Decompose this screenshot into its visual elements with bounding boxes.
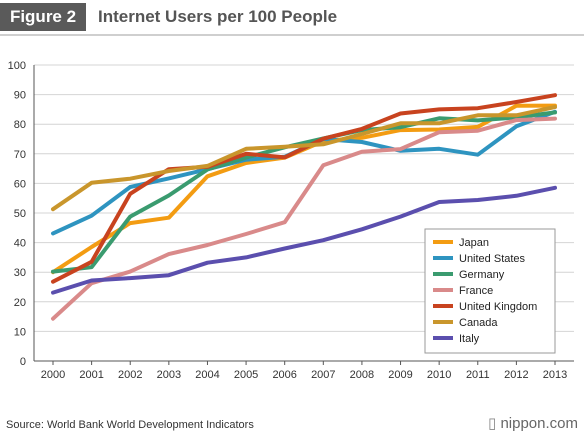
series-line-canada — [51, 105, 557, 212]
series-line-italy — [51, 185, 557, 295]
logo-text: nippon.com — [500, 415, 578, 432]
legend-entry: Italy — [459, 333, 480, 345]
x-tick-label: 2007 — [311, 369, 335, 381]
x-tick-label: 2012 — [504, 369, 528, 381]
source-note: Source: World Bank World Development Ind… — [6, 419, 254, 431]
legend-entry: United Kingdom — [459, 301, 537, 313]
y-tick-label: 30 — [14, 267, 26, 279]
y-tick-label: 50 — [14, 208, 26, 220]
series-line-france — [51, 116, 557, 321]
y-tick-label: 60 — [14, 178, 26, 190]
x-tick-label: 2006 — [272, 369, 296, 381]
x-tick-label: 2003 — [157, 369, 181, 381]
y-tick-label: 90 — [14, 90, 26, 102]
y-tick-label: 70 — [14, 149, 26, 161]
logo-mark-icon: ▯ — [488, 415, 497, 432]
chart-header: Figure 2 Internet Users per 100 People — [0, 0, 584, 34]
x-axis-ticks: 2000 2001 2002 2003 2004 2005 2006 2007 2008 2009… — [41, 361, 567, 381]
x-tick-label: 2000 — [41, 369, 65, 381]
x-tick-label: 2010 — [427, 369, 451, 381]
y-tick-label: 100 — [8, 60, 26, 72]
chart-title: Internet Users per 100 People — [98, 7, 338, 26]
legend-entry: Japan — [459, 237, 489, 249]
x-tick-label: 2013 — [543, 369, 567, 381]
legend-entry: United States — [459, 253, 526, 265]
x-tick-label: 2002 — [118, 369, 142, 381]
x-tick-label: 2008 — [350, 369, 374, 381]
nippon-logo: ▯ nippon.com — [488, 414, 578, 432]
y-tick-label: 0 — [20, 356, 26, 368]
header-divider — [0, 34, 584, 36]
legend-entry: Canada — [459, 317, 498, 329]
series-line-germany — [51, 110, 557, 274]
legend: Japan United States Germany France United Ki… — [424, 228, 556, 354]
y-axis-ticks: 0 10 20 30 40 50 60 70 80 90 100 — [8, 60, 26, 368]
y-tick-label: 40 — [14, 238, 26, 250]
axes — [33, 65, 574, 362]
x-tick-label: 2004 — [195, 369, 219, 381]
legend-entry: Germany — [459, 269, 505, 281]
figure-label: Figure 2 — [0, 3, 86, 31]
y-tick-label: 80 — [14, 119, 26, 131]
y-tick-label: 20 — [14, 297, 26, 309]
x-tick-label: 2001 — [79, 369, 103, 381]
x-tick-label: 2011 — [466, 369, 490, 381]
x-tick-label: 2009 — [388, 369, 412, 381]
y-tick-label: 10 — [14, 326, 26, 338]
x-tick-label: 2005 — [234, 369, 258, 381]
series-lines — [51, 93, 557, 321]
legend-entry: France — [459, 285, 493, 297]
series-line-united-kingdom — [51, 93, 557, 284]
